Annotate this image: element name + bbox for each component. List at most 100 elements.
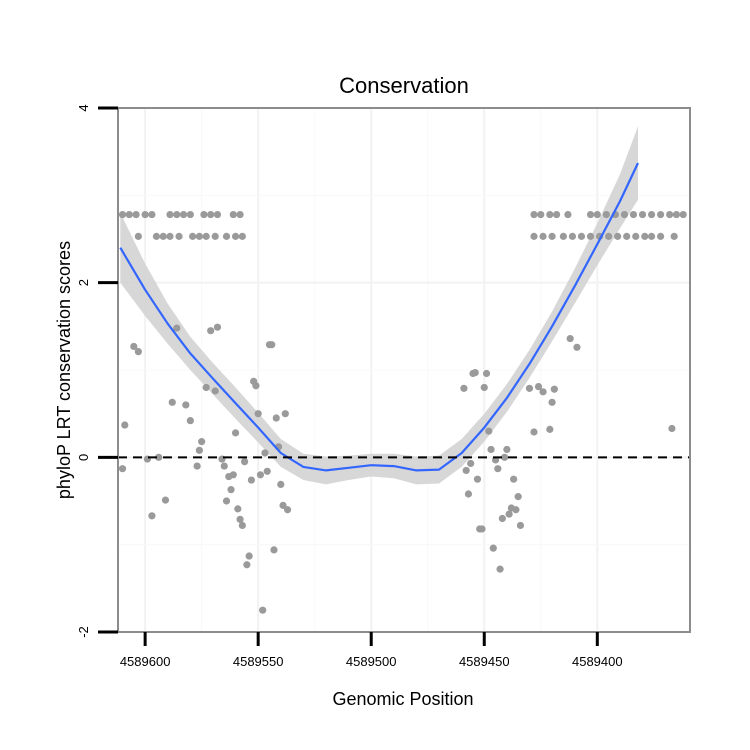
data-point bbox=[148, 210, 156, 219]
chart-title: Conservation bbox=[339, 73, 469, 98]
x-tick-label: 4589450 bbox=[459, 654, 510, 669]
data-point bbox=[222, 232, 231, 240]
data-point bbox=[229, 471, 237, 479]
data-point bbox=[195, 232, 203, 240]
data-point bbox=[148, 512, 156, 520]
data-point bbox=[152, 232, 161, 240]
data-point bbox=[130, 342, 138, 351]
data-point bbox=[620, 210, 629, 219]
data-point bbox=[566, 334, 574, 343]
data-point bbox=[516, 521, 525, 530]
y-tick-label: 0 bbox=[76, 454, 91, 461]
data-point bbox=[496, 565, 504, 573]
data-point bbox=[261, 449, 269, 457]
y-axis-label: phyloP LRT conservation scores bbox=[54, 241, 74, 499]
data-point bbox=[168, 398, 176, 406]
data-point bbox=[211, 387, 219, 395]
data-point bbox=[480, 383, 488, 392]
data-point bbox=[186, 210, 194, 219]
x-tick-label: 4589400 bbox=[572, 654, 623, 669]
data-point bbox=[629, 210, 638, 219]
data-point bbox=[546, 425, 554, 433]
data-point bbox=[277, 480, 285, 489]
data-point bbox=[573, 343, 581, 351]
data-point bbox=[614, 232, 622, 240]
data-point bbox=[134, 232, 142, 240]
y-tick-label: -2 bbox=[76, 626, 91, 638]
data-point bbox=[222, 497, 231, 505]
data-point bbox=[268, 341, 276, 349]
data-point bbox=[207, 327, 215, 335]
data-point bbox=[530, 232, 538, 240]
data-point bbox=[494, 465, 502, 473]
data-point bbox=[548, 232, 556, 240]
data-point bbox=[256, 471, 265, 479]
data-point bbox=[132, 210, 140, 219]
data-point bbox=[564, 210, 572, 219]
data-point bbox=[236, 515, 244, 523]
data-point bbox=[125, 210, 133, 219]
data-point bbox=[550, 385, 558, 393]
data-point bbox=[252, 382, 260, 390]
data-point bbox=[602, 210, 610, 219]
data-point bbox=[670, 232, 678, 240]
data-point bbox=[460, 384, 468, 392]
data-point bbox=[173, 210, 181, 219]
data-point bbox=[485, 427, 493, 435]
data-point bbox=[231, 429, 240, 437]
data-point bbox=[236, 210, 244, 219]
data-point bbox=[231, 232, 240, 240]
data-point bbox=[482, 369, 491, 378]
data-point bbox=[478, 525, 486, 533]
data-point bbox=[200, 210, 208, 219]
data-point bbox=[207, 210, 215, 219]
data-point bbox=[534, 382, 543, 391]
data-point bbox=[605, 232, 613, 240]
data-point bbox=[505, 510, 513, 518]
data-point bbox=[647, 232, 656, 240]
data-point bbox=[198, 438, 206, 446]
data-point bbox=[166, 210, 174, 219]
data-point bbox=[462, 466, 470, 475]
data-point bbox=[510, 475, 518, 483]
data-point bbox=[666, 210, 674, 219]
data-point bbox=[553, 210, 561, 219]
data-point bbox=[530, 428, 538, 436]
data-point bbox=[179, 210, 188, 219]
data-point bbox=[245, 552, 253, 560]
data-point bbox=[530, 210, 538, 219]
data-point bbox=[471, 369, 479, 377]
data-point bbox=[166, 232, 174, 240]
data-point bbox=[283, 506, 292, 514]
data-point bbox=[134, 348, 142, 356]
data-point bbox=[118, 465, 127, 473]
data-point bbox=[501, 453, 509, 461]
data-point bbox=[141, 210, 149, 219]
data-point bbox=[175, 232, 183, 240]
data-point bbox=[539, 232, 547, 240]
data-point bbox=[632, 232, 640, 240]
x-tick-label: 4589550 bbox=[233, 654, 284, 669]
data-point bbox=[173, 324, 181, 332]
y-tick-label: 2 bbox=[76, 279, 91, 286]
data-point bbox=[186, 417, 194, 425]
data-point bbox=[623, 232, 631, 240]
panel-border bbox=[117, 107, 691, 633]
data-point bbox=[121, 421, 129, 429]
data-point bbox=[155, 453, 163, 461]
data-point bbox=[489, 544, 497, 552]
data-point bbox=[220, 462, 228, 470]
data-point bbox=[279, 501, 287, 509]
data-point bbox=[593, 210, 601, 219]
data-point bbox=[159, 232, 167, 240]
data-point bbox=[537, 210, 545, 219]
data-point bbox=[586, 210, 595, 219]
data-point bbox=[161, 496, 170, 504]
data-point bbox=[473, 475, 482, 483]
data-point bbox=[259, 606, 267, 614]
data-point bbox=[211, 232, 219, 240]
data-point bbox=[202, 232, 210, 240]
data-point bbox=[577, 232, 586, 240]
x-tick-label: 4589500 bbox=[346, 654, 397, 669]
